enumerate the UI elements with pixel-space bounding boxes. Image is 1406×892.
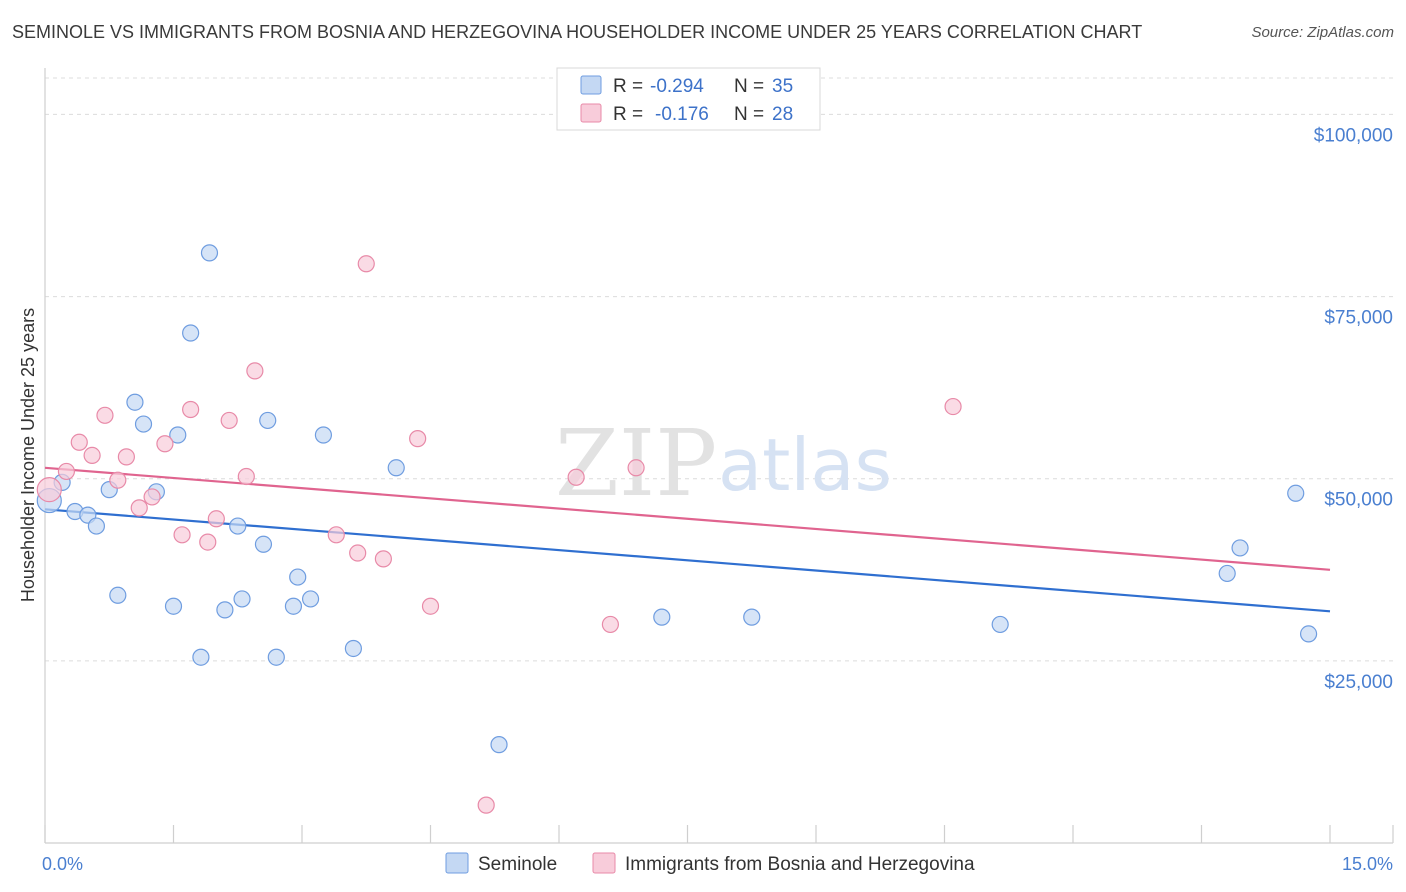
point-bosnia-19 <box>357 255 375 273</box>
legend-r-value-1: -0.294 <box>650 76 704 97</box>
bottom-legend-swatch-seminole <box>445 852 469 874</box>
trend-line-bosnia <box>44 466 1331 571</box>
point-bosnia-10 <box>173 526 191 544</box>
point-bosnia-6 <box>117 448 135 466</box>
points-layer <box>36 244 1318 814</box>
axis-layer: $25,000 $50,000 $75,000 $100,000 0.0% 15.0% <box>42 68 1394 874</box>
point-seminole-20 <box>267 648 285 666</box>
point-seminole-7 <box>126 393 144 411</box>
x-tick-label-0: 0.0% <box>42 854 83 874</box>
legend-r-value-2: -0.176 <box>655 104 709 125</box>
legend-swatch-bosnia <box>580 103 602 123</box>
trend-line-seminole <box>44 508 1331 613</box>
point-bosnia-27 <box>944 397 962 416</box>
point-bosnia-21 <box>409 430 427 448</box>
correlation-legend: R = -0.294 N = 35 R = -0.176 N = 28 <box>556 67 821 131</box>
point-bosnia-20 <box>374 550 392 568</box>
point-seminole-25 <box>344 639 362 658</box>
legend-n-label-2: N = <box>734 104 764 125</box>
point-bosnia-25 <box>601 615 620 634</box>
point-seminole-12 <box>182 324 200 342</box>
point-bosnia-2 <box>70 433 88 451</box>
x-tick-label-1: 15.0% <box>1342 854 1393 874</box>
point-seminole-31 <box>1218 564 1236 583</box>
y-tick-label-1: $50,000 <box>1324 490 1393 511</box>
point-seminole-4 <box>87 517 106 535</box>
point-seminole-26 <box>387 459 405 477</box>
point-seminole-34 <box>1299 625 1318 643</box>
point-seminole-13 <box>192 648 210 666</box>
y-tick-label-2: $75,000 <box>1324 308 1393 329</box>
legend-n-value-1: 35 <box>772 76 793 97</box>
point-bosnia-23 <box>477 796 495 814</box>
point-seminole-11 <box>169 426 187 444</box>
point-bosnia-15 <box>237 467 255 486</box>
point-seminole-18 <box>254 535 273 553</box>
point-seminole-6 <box>109 586 127 604</box>
point-seminole-10 <box>164 597 183 615</box>
watermark: ZIP atlas <box>555 410 892 517</box>
watermark-atlas: atlas <box>718 423 892 507</box>
point-bosnia-12 <box>199 533 217 551</box>
point-bosnia-1 <box>57 462 76 481</box>
series-legend: Seminole Immigrants from Bosnia and Herz… <box>445 852 975 875</box>
bottom-legend-swatch-bosnia <box>592 852 616 874</box>
point-bosnia-5 <box>109 471 127 489</box>
point-seminole-14 <box>200 244 219 262</box>
point-bosnia-4 <box>96 406 114 424</box>
point-bosnia-9 <box>156 435 174 453</box>
point-bosnia-17 <box>327 526 345 544</box>
chart-title: SEMINOLE VS IMMIGRANTS FROM BOSNIA AND H… <box>12 22 1143 42</box>
point-seminole-24 <box>314 426 333 444</box>
legend-r-label-1: R = <box>613 76 643 97</box>
point-bosnia-11 <box>182 400 200 419</box>
point-seminole-23 <box>301 590 320 608</box>
point-seminole-22 <box>289 568 307 586</box>
bottom-legend-label-bosnia: Immigrants from Bosnia and Herzegovina <box>625 854 975 875</box>
point-seminole-28 <box>653 608 671 626</box>
legend-swatch-seminole <box>580 75 602 95</box>
y-tick-label-3: $100,000 <box>1314 125 1393 146</box>
y-axis-label: Householder Income Under 25 years <box>18 308 38 602</box>
point-seminole-27 <box>490 736 508 754</box>
point-seminole-32 <box>1231 539 1249 557</box>
point-bosnia-14 <box>220 411 238 430</box>
point-seminole-21 <box>284 597 303 615</box>
y-tick-label-0: $25,000 <box>1324 672 1393 693</box>
point-bosnia-7 <box>130 499 148 517</box>
point-bosnia-18 <box>349 544 367 562</box>
point-bosnia-22 <box>421 597 440 615</box>
point-seminole-15 <box>216 601 234 619</box>
point-seminole-8 <box>134 415 153 433</box>
point-seminole-33 <box>1287 484 1305 502</box>
point-bosnia-24 <box>567 468 585 486</box>
point-bosnia-0 <box>36 477 62 503</box>
bottom-legend-label-seminole: Seminole <box>478 854 557 875</box>
point-seminole-17 <box>233 590 251 608</box>
point-bosnia-3 <box>83 446 101 464</box>
point-seminole-29 <box>743 608 761 626</box>
legend-n-value-2: 28 <box>772 104 793 125</box>
point-seminole-16 <box>229 517 247 535</box>
point-bosnia-26 <box>627 459 645 477</box>
legend-n-label-1: N = <box>734 76 764 97</box>
legend-r-label-2: R = <box>613 104 643 125</box>
point-bosnia-8 <box>143 488 161 506</box>
chart-source: Source: ZipAtlas.com <box>1251 24 1394 41</box>
trend-layer <box>44 466 1331 613</box>
point-bosnia-16 <box>246 362 264 380</box>
point-seminole-19 <box>259 411 277 430</box>
point-bosnia-13 <box>207 510 225 528</box>
point-seminole-30 <box>991 615 1009 634</box>
